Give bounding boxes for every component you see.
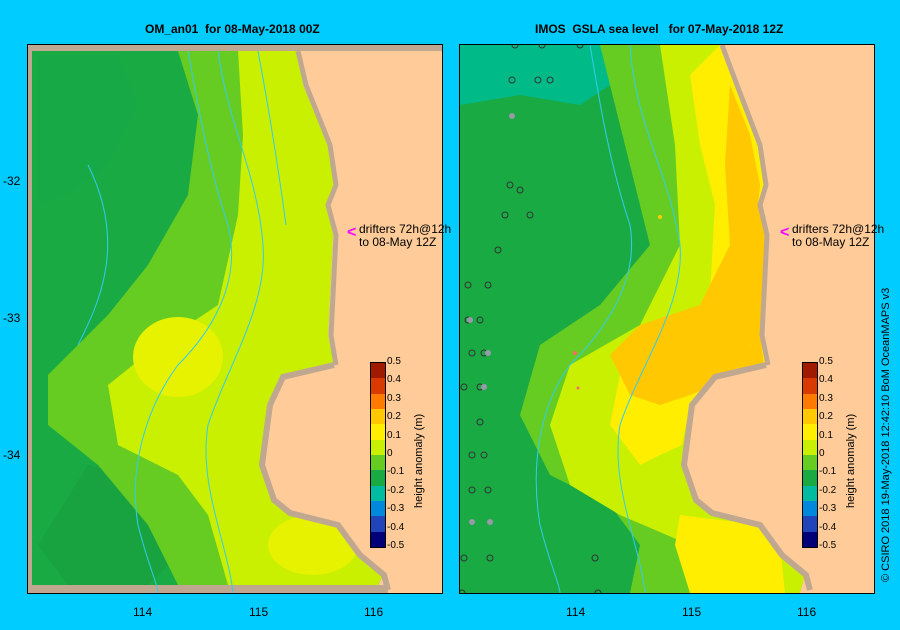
- colorbar-tick-label: -0.1: [819, 466, 837, 478]
- colorbar-segment: [803, 393, 817, 409]
- left-coast: [295, 50, 339, 366]
- colorbar-tick-label: -0.3: [819, 503, 837, 515]
- left-map-panel: [27, 44, 443, 594]
- right-arrow-icon: <: [780, 224, 790, 241]
- left-drifter-note: drifters 72h@12h to 08-May 12Z: [359, 222, 452, 249]
- colorbar-segment: [371, 393, 385, 409]
- right-coast: [719, 45, 771, 366]
- left-colorbar: [370, 362, 386, 548]
- colorbar-segment: [371, 363, 385, 379]
- x-tick-right-115: 115: [682, 605, 702, 619]
- colorbar-segment: [803, 454, 817, 471]
- colorbar-tick-label: 0.4: [819, 374, 833, 386]
- colorbar-segment: [803, 439, 817, 455]
- colorbar-segment: [371, 516, 385, 532]
- colorbar-segment: [803, 516, 817, 532]
- colorbar-tick-label: -0.2: [819, 484, 837, 496]
- left-yellowgreen-core: [108, 51, 383, 585]
- x-tick-left-116: 116: [364, 605, 384, 619]
- colorbar-segment: [803, 408, 817, 425]
- right-orange-core: [610, 85, 765, 405]
- colorbar-tick-label: -0.1: [387, 466, 405, 478]
- colorbar-tick-label: 0.3: [387, 392, 401, 404]
- y-tick-34: -34: [3, 448, 21, 462]
- colorbar-segment: [803, 378, 817, 394]
- colorbar-segment: [803, 470, 817, 486]
- colorbar-segment: [371, 500, 385, 517]
- colorbar-segment: [803, 531, 817, 547]
- colorbar-tick-label: 0.3: [819, 392, 833, 404]
- colorbar-segment: [371, 470, 385, 486]
- colorbar-segment: [803, 485, 817, 501]
- y-tick-32: -32: [3, 174, 21, 188]
- colorbar-tick-label: 0: [819, 448, 825, 459]
- colorbar-segment: [371, 424, 385, 440]
- colorbar-segment: [371, 439, 385, 455]
- colorbar-tick-label: 0.4: [387, 374, 401, 386]
- colorbar-tick-label: -0.5: [387, 540, 405, 551]
- y-tick-33: -33: [3, 311, 21, 325]
- right-colorbar: [802, 362, 818, 548]
- left-arrow-icon: <: [347, 224, 357, 241]
- left-colorbar-label: height anomaly (m): [413, 413, 425, 508]
- colorbar-tick-label: 0: [387, 448, 393, 459]
- left-map-svg: [28, 45, 442, 593]
- colorbar-segment: [803, 363, 817, 379]
- colorbar-segment: [803, 424, 817, 440]
- colorbar-tick-label: 0.1: [387, 429, 401, 441]
- colorbar-segment: [371, 408, 385, 425]
- colorbar-tick-label: 0.1: [819, 429, 833, 441]
- colorbar-tick-label: -0.4: [387, 521, 405, 533]
- left-land: [260, 51, 442, 593]
- right-drifter-note: drifters 72h@12h to 08-May 12Z: [792, 222, 885, 249]
- colorbar-tick-label: 0.2: [819, 411, 833, 423]
- x-tick-left-115: 115: [249, 605, 269, 619]
- right-land: [682, 45, 874, 593]
- colorbar-segment: [371, 531, 385, 547]
- colorbar-tick-label: 0.5: [819, 356, 833, 367]
- right-colorbar-label: height anomaly (m): [845, 413, 857, 508]
- colorbar-tick-label: -0.4: [819, 521, 837, 533]
- colorbar-segment: [371, 378, 385, 394]
- colorbar-tick-label: -0.5: [819, 540, 837, 551]
- colorbar-tick-label: 0.2: [387, 411, 401, 423]
- x-tick-left-114: 114: [133, 605, 153, 619]
- panel-left-title: OM_an01 for 08-May-2018 00Z: [145, 22, 320, 36]
- colorbar-tick-label: -0.2: [387, 484, 405, 496]
- panel-right-title: IMOS GSLA sea level for 07-May-2018 12Z: [535, 22, 784, 36]
- colorbar-tick-label: -0.3: [387, 503, 405, 515]
- colorbar-segment: [803, 500, 817, 517]
- colorbar-segment: [371, 485, 385, 501]
- colorbar-segment: [371, 454, 385, 471]
- x-tick-right-116: 116: [797, 605, 817, 619]
- colorbar-tick-label: 0.5: [387, 356, 401, 367]
- x-tick-right-114: 114: [566, 605, 586, 619]
- credit-text: © CSIRO 2018 19-May-2018 12:42:10 BoM Oc…: [880, 287, 892, 582]
